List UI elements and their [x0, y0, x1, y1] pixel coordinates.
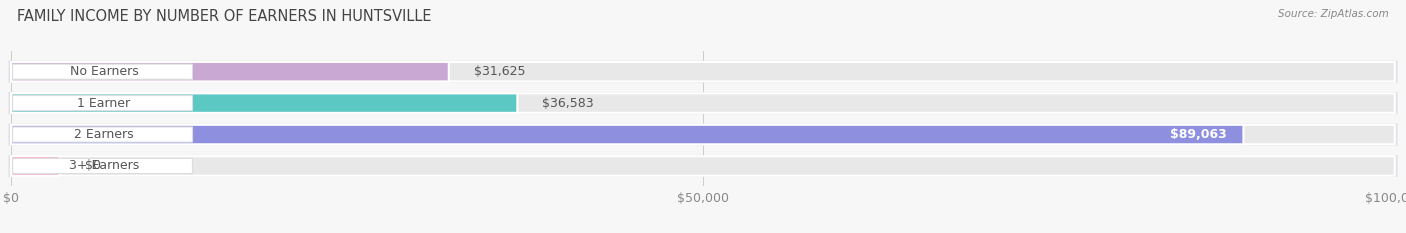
- FancyBboxPatch shape: [11, 62, 449, 81]
- FancyBboxPatch shape: [11, 93, 517, 113]
- FancyBboxPatch shape: [13, 96, 193, 111]
- Text: 1 Earner: 1 Earner: [77, 97, 131, 110]
- FancyBboxPatch shape: [11, 125, 1243, 144]
- FancyBboxPatch shape: [8, 92, 1398, 114]
- FancyBboxPatch shape: [11, 93, 1395, 113]
- FancyBboxPatch shape: [8, 61, 1398, 83]
- FancyBboxPatch shape: [13, 64, 193, 79]
- Text: $89,063: $89,063: [1170, 128, 1227, 141]
- Text: $31,625: $31,625: [474, 65, 526, 78]
- FancyBboxPatch shape: [8, 123, 1398, 146]
- Text: Source: ZipAtlas.com: Source: ZipAtlas.com: [1278, 9, 1389, 19]
- FancyBboxPatch shape: [11, 156, 1395, 176]
- FancyBboxPatch shape: [8, 155, 1398, 177]
- Text: $0: $0: [84, 159, 101, 172]
- FancyBboxPatch shape: [11, 62, 1395, 81]
- FancyBboxPatch shape: [13, 127, 193, 142]
- FancyBboxPatch shape: [11, 125, 1395, 144]
- FancyBboxPatch shape: [13, 158, 193, 174]
- Text: No Earners: No Earners: [69, 65, 138, 78]
- Text: 3+ Earners: 3+ Earners: [69, 159, 139, 172]
- Text: 2 Earners: 2 Earners: [75, 128, 134, 141]
- Text: $36,583: $36,583: [543, 97, 593, 110]
- Text: FAMILY INCOME BY NUMBER OF EARNERS IN HUNTSVILLE: FAMILY INCOME BY NUMBER OF EARNERS IN HU…: [17, 9, 432, 24]
- FancyBboxPatch shape: [11, 156, 59, 176]
